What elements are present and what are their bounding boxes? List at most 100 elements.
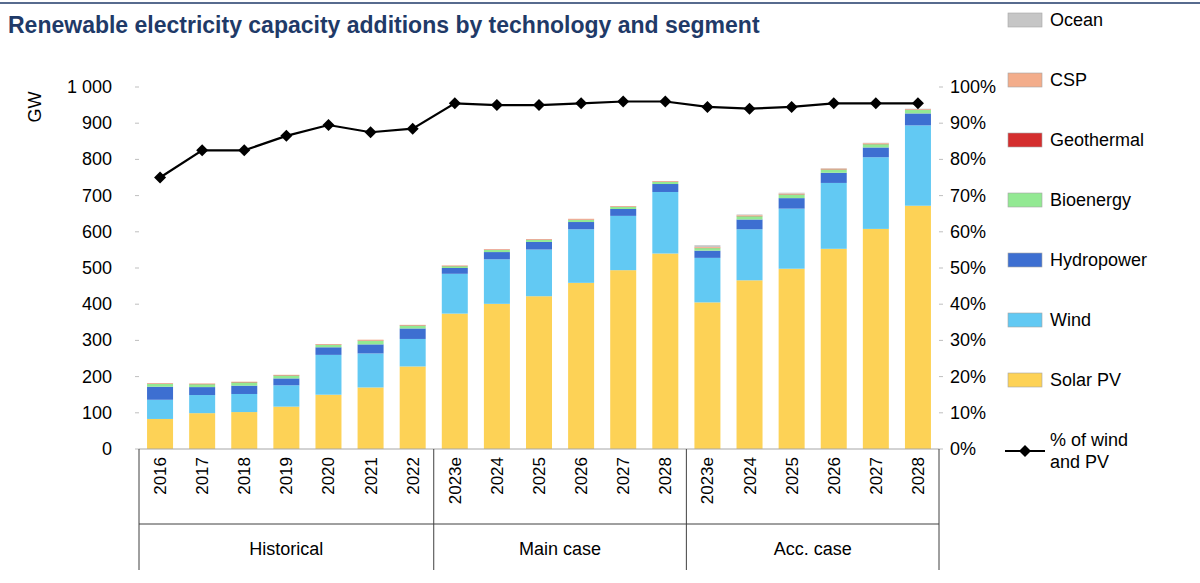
x-tick-label: 2027	[614, 457, 633, 495]
bar-segment	[231, 386, 257, 394]
bar-segment	[694, 251, 720, 258]
legend-swatch	[1008, 373, 1042, 387]
bar-segment	[779, 269, 805, 449]
bar-segment	[442, 314, 468, 449]
bar-segment	[189, 383, 215, 384]
bar-segment	[905, 110, 931, 114]
y2-tick-label: 70%	[950, 186, 986, 206]
y-tick	[135, 304, 139, 305]
y2-tick	[939, 449, 943, 450]
y-tick-label: 0	[102, 439, 112, 459]
legend-label: Solar PV	[1050, 370, 1121, 390]
bar-segment	[863, 157, 889, 229]
y-tick-label: 300	[82, 330, 112, 350]
y-tick-label: 700	[82, 186, 112, 206]
bar-segment	[694, 245, 720, 247]
bar-segment	[652, 184, 678, 192]
legend-swatch	[1008, 253, 1042, 267]
bar-segment	[568, 222, 594, 229]
bar-segment	[315, 344, 341, 345]
y-tick	[135, 376, 139, 377]
bar-segment	[358, 344, 384, 353]
y2-tick-label: 50%	[950, 258, 986, 278]
y2-tick-label: 80%	[950, 149, 986, 169]
y-tick	[135, 231, 139, 232]
bar-segment	[610, 206, 636, 207]
bar-segment	[442, 265, 468, 266]
y-tick	[135, 412, 139, 413]
x-tick-label: 2021	[362, 457, 381, 495]
legend-label-line: and PV	[1050, 452, 1109, 472]
marker	[407, 123, 419, 135]
y2-tick-label: 90%	[950, 113, 986, 133]
y-tick-label: 500	[82, 258, 112, 278]
marker	[491, 99, 503, 111]
legend-label: Bioenergy	[1050, 190, 1131, 210]
y-tick	[135, 87, 139, 88]
bar-segment	[484, 304, 510, 449]
legend-marker	[1019, 445, 1031, 457]
bar-segment	[442, 268, 468, 274]
bar-segment	[442, 265, 468, 266]
x-tick-label: 2023e	[698, 457, 717, 504]
bar-series	[147, 113, 931, 399]
bar-segment	[358, 387, 384, 449]
marker	[280, 130, 292, 142]
bar-segment	[821, 173, 847, 183]
bar-segment	[315, 355, 341, 395]
bar-segment	[231, 382, 257, 383]
bar-segment	[737, 216, 763, 219]
bar-segment	[610, 216, 636, 270]
marker	[449, 97, 461, 109]
bar-segment	[484, 249, 510, 250]
y-tick	[135, 159, 139, 160]
bar-segment	[526, 239, 552, 240]
bar-segment	[737, 229, 763, 280]
bar-segment	[147, 383, 173, 384]
bar-segment	[779, 195, 805, 199]
x-tick-label: 2026	[825, 457, 844, 495]
bar-segment	[189, 413, 215, 449]
y-tick-label: 100	[82, 403, 112, 423]
x-tick-label: 2026	[572, 457, 591, 495]
y2-tick-label: 0%	[950, 439, 976, 459]
x-tick-label: 2020	[319, 457, 338, 495]
bar-segment	[147, 419, 173, 449]
marker	[828, 97, 840, 109]
y-tick-label: 800	[82, 149, 112, 169]
bar-segment	[147, 383, 173, 384]
bar-series	[694, 109, 931, 247]
legend-swatch	[1008, 73, 1042, 87]
bar-segment	[779, 194, 805, 195]
marker	[701, 101, 713, 113]
group-divider	[139, 449, 140, 570]
marker	[744, 103, 756, 115]
bar-segment	[231, 412, 257, 449]
bar-segment	[273, 378, 299, 385]
y2-tick	[939, 231, 943, 232]
bar-segment	[610, 270, 636, 449]
bar-segment	[526, 250, 552, 297]
bar-segment	[442, 266, 468, 268]
y-tick-label: 900	[82, 113, 112, 133]
bar-segment	[821, 169, 847, 170]
bar-segment	[315, 347, 341, 355]
line-series	[154, 95, 924, 183]
x-tick-label: 2025	[530, 457, 549, 495]
bar-segment	[231, 381, 257, 382]
bar-segment	[147, 384, 173, 387]
marker	[786, 101, 798, 113]
bar-segment	[484, 259, 510, 304]
y-tick-label: 400	[82, 294, 112, 314]
bar-segment	[568, 219, 594, 220]
y-tick	[135, 449, 139, 450]
bar-segment	[821, 168, 847, 169]
bar-segment	[568, 283, 594, 449]
y2-tick	[939, 87, 943, 88]
bar-segment	[484, 249, 510, 250]
marker	[365, 126, 377, 138]
bar-segment	[526, 296, 552, 449]
bar-segment	[694, 247, 720, 248]
bar-segment	[779, 198, 805, 208]
marker	[659, 95, 671, 107]
